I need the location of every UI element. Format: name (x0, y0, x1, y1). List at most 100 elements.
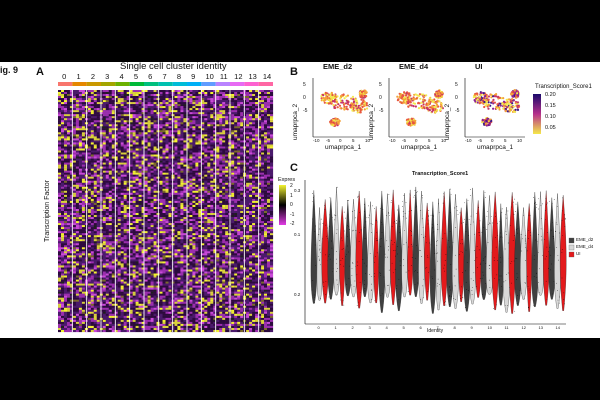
umap-xlabel: umaprpca_1 (401, 144, 438, 151)
umap-ytick: -5 (379, 108, 384, 114)
umap-ytick: 5 (455, 82, 458, 88)
umap-xtick: -5 (478, 138, 483, 143)
umap-legend-tick: 0.05 (545, 125, 556, 131)
violin-EME_d4-cluster-7 (435, 198, 442, 311)
violin-legend-key (568, 237, 575, 244)
umap-ytick: 0 (455, 95, 458, 101)
violin-EME_d4-cluster-12 (520, 207, 527, 300)
violin-UI-cluster-10 (491, 191, 499, 311)
heatmap-legend-tick: 0 (290, 202, 293, 208)
umap-ytick: 0 (303, 95, 306, 101)
umap-xtick: -10 (313, 138, 320, 143)
umap-xtick: 0 (415, 138, 418, 143)
cluster-label-5: 5 (133, 72, 138, 81)
cluster-separators (71, 90, 260, 332)
umap-ylabel: umaprpca_2 (368, 103, 375, 140)
cluster-label-10: 10 (205, 72, 214, 81)
violin-EME_d2-cluster-13 (531, 192, 539, 307)
cluster-label-9: 9 (191, 72, 196, 81)
violin-EME_d4-cluster-11 (502, 207, 511, 313)
umap-points (320, 89, 369, 127)
cluster-label-13: 13 (248, 72, 257, 81)
heatmap-legend-title: Expres (278, 177, 296, 183)
violin-xtick: 5 (402, 325, 405, 330)
umap-legend-tick: 0.15 (545, 103, 556, 109)
cluster-color-bar-7 (158, 82, 173, 86)
cluster-label-7: 7 (162, 72, 167, 81)
cluster-color-bar-3 (101, 82, 116, 86)
umap-points (472, 89, 521, 127)
violin-UI-cluster-8 (458, 207, 465, 302)
umap-title: EME_d2 (323, 62, 353, 71)
violin-xtick: 11 (504, 325, 509, 330)
umap-xtick: -5 (402, 138, 407, 143)
umap-xtick: 0 (491, 138, 494, 143)
violin-EME_d4-cluster-3 (367, 201, 374, 304)
violin-EME_d4-cluster-1 (333, 186, 340, 296)
violin-UI-cluster-12 (526, 203, 532, 312)
violin-EME_d4-cluster-6 (418, 191, 425, 304)
cluster-color-bar-8 (172, 82, 187, 86)
umap-legend-tick: 0.20 (545, 92, 556, 98)
violin-UI-cluster-3 (373, 206, 379, 304)
heatmap-cells (58, 90, 274, 333)
violin-xtick: 7 (436, 325, 439, 330)
violin-UI-cluster-2 (355, 191, 363, 309)
violin-EME_d2-cluster-14 (548, 197, 556, 300)
umap-xtick: -10 (389, 138, 396, 143)
violin-EME_d4-cluster-10 (485, 195, 494, 295)
violin-title: Transcription_Score1 (412, 171, 469, 177)
panel-a-title: Single cell cluster identity (120, 62, 227, 72)
violin-ytick: 0.1 (294, 232, 301, 237)
cluster-label-4: 4 (119, 72, 124, 81)
panel-a-letter: A (36, 66, 44, 78)
violin-UI-cluster-6 (424, 202, 431, 301)
cluster-label-0: 0 (62, 72, 67, 81)
violin-EME_d2-cluster-0 (310, 190, 317, 304)
violin-xtick: 12 (521, 325, 526, 330)
violin-UI-cluster-5 (407, 189, 413, 296)
violin-xtick: 10 (487, 325, 492, 330)
umap-xlabel: umaprpca_1 (477, 144, 514, 151)
violin-EME_d2-cluster-12 (514, 201, 522, 306)
umap-ytick: -5 (303, 108, 308, 114)
violin-EME_d2-cluster-1 (327, 197, 335, 300)
violin-xtick: 0 (317, 325, 320, 330)
umap-legend-title: Transcription_Score1 (535, 84, 592, 90)
cluster-label-14: 14 (262, 72, 272, 81)
violin-UI-cluster-11 (508, 192, 516, 314)
violin-EME_d4-cluster-5 (401, 193, 408, 298)
violin-EME_d4-cluster-9 (469, 187, 476, 305)
umap-ytick: 5 (303, 82, 306, 88)
violin-xlabel: Identity (427, 328, 444, 334)
violin-ytick: 0.2 (294, 292, 301, 297)
panel-b-letter: B (290, 66, 298, 78)
violin-EME_d2-cluster-8 (446, 188, 454, 307)
violin-EME_d2-cluster-6 (412, 186, 419, 297)
panel-a-ylabel: Transcription Factor (44, 180, 51, 242)
cluster-color-bar-11 (215, 82, 230, 86)
violin-EME_d2-cluster-4 (378, 190, 386, 313)
heatmap-legend-tick: -2 (290, 221, 295, 227)
heatmap-legend-tick: -1 (290, 211, 295, 218)
violin-xtick: 13 (538, 325, 543, 330)
cluster-label-11: 11 (219, 72, 228, 81)
violin-UI-cluster-9 (475, 200, 482, 298)
violin-xtick: 14 (555, 325, 560, 330)
violin-UI-cluster-13 (543, 190, 550, 306)
umap-title: UI (475, 62, 483, 71)
umap-ytick: 5 (379, 82, 382, 88)
cluster-color-bar-6 (144, 82, 159, 86)
cluster-color-bar-10 (201, 82, 216, 86)
umap-xtick: 10 (441, 138, 447, 143)
panel-c-letter: C (290, 162, 298, 174)
umap-xtick: -10 (465, 138, 472, 143)
violin-UI-cluster-4 (390, 189, 397, 305)
heatmap-legend-tick: 1 (290, 192, 293, 199)
cluster-color-bar-14 (258, 82, 273, 86)
umap-ylabel: umaprpca_2 (292, 103, 299, 140)
cluster-label-12: 12 (234, 72, 243, 81)
heatmap-legend-bar (279, 185, 286, 225)
violin-EME_d4-cluster-4 (384, 193, 391, 298)
